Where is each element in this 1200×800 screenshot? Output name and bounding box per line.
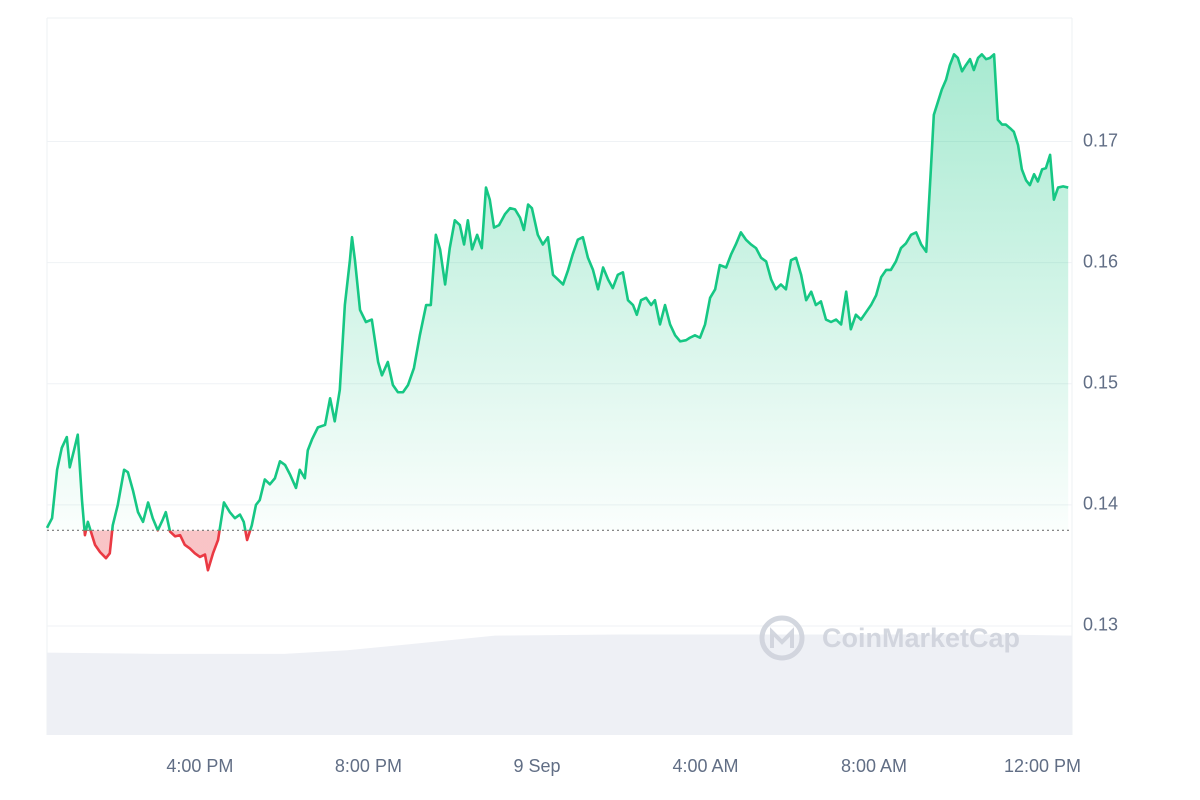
x-tick-label: 4:00 PM: [166, 756, 233, 776]
x-tick-label: 12:00 PM: [1004, 756, 1081, 776]
price-area: [47, 54, 1069, 571]
y-tick-label: 0.15: [1083, 373, 1118, 393]
x-tick-label: 8:00 AM: [841, 756, 907, 776]
x-tick-label: 9 Sep: [513, 756, 560, 776]
watermark-text: CoinMarketCap: [822, 623, 1020, 653]
volume-area: [47, 634, 1072, 735]
watermark-logo-m: [770, 627, 794, 648]
watermark-logo: [759, 615, 805, 661]
x-tick-label: 8:00 PM: [335, 756, 402, 776]
y-tick-label: 0.17: [1083, 130, 1118, 150]
x-tick-label: 4:00 AM: [672, 756, 738, 776]
plot-layer: 0.13 0.14 0.15 0.16 0.17 4:00 PM 8:00 PM 9 Sep 4…: [45, 17, 1118, 776]
y-tick-label: 0.14: [1083, 494, 1118, 514]
watermark: CoinMarketCap: [759, 615, 1020, 661]
y-tick-label: 0.13: [1083, 615, 1118, 635]
y-tick-label: 0.16: [1083, 251, 1118, 271]
price-line: [45, 53, 1069, 572]
